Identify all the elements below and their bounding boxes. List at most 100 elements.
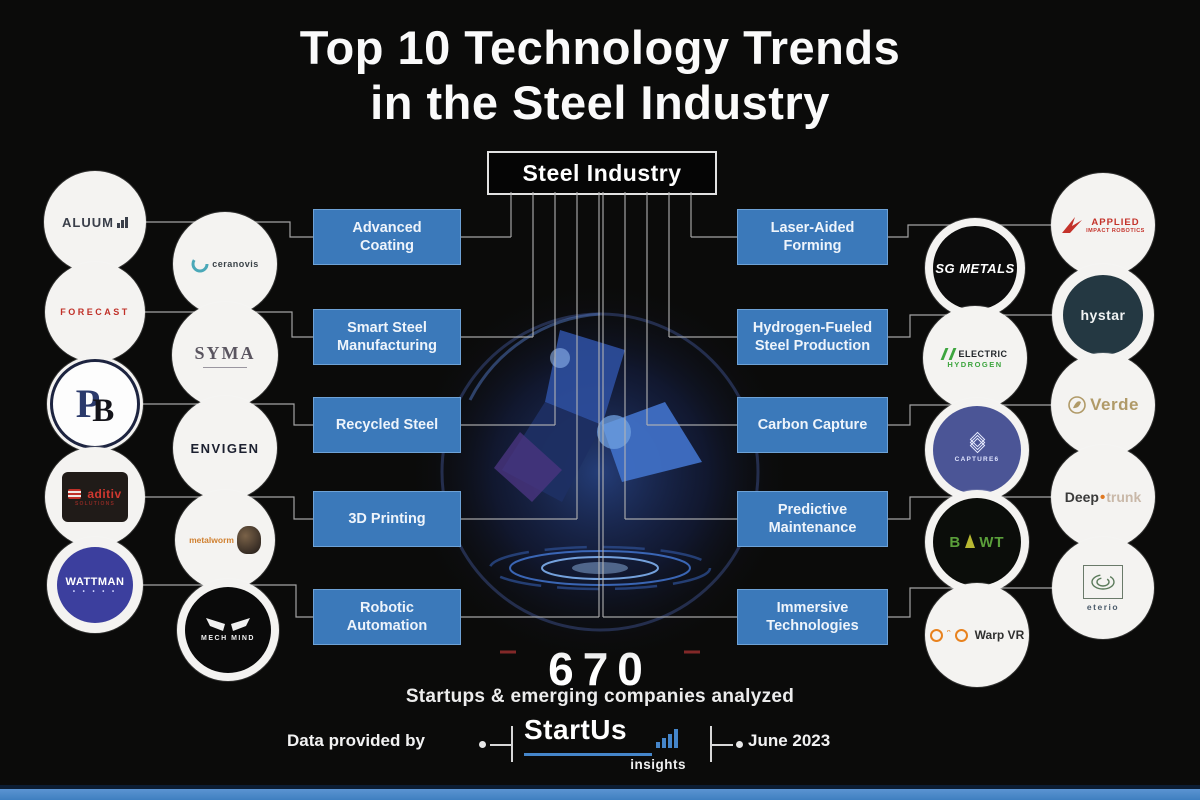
pb-ring: P B xyxy=(50,359,140,449)
trend-immersive-technologies: Immersive Technologies xyxy=(737,589,888,645)
logo-forecast: FORECAST xyxy=(45,262,145,362)
page-title-line2: in the Steel Industry xyxy=(370,76,830,129)
page-title-line1: Top 10 Technology Trends xyxy=(299,21,901,74)
applied-wordmark: APPLIED xyxy=(1091,216,1140,228)
vr-glasses-bridge: ᴖ xyxy=(946,628,951,636)
capture6-wordmark: CAPTURE6 xyxy=(954,455,1000,463)
logo-capture6: CAPTURE6 xyxy=(925,398,1029,502)
logo-aditiv: aditiv SOLUTIONS xyxy=(45,447,145,547)
wattman-disc: WATTMAN • • • • • xyxy=(57,547,133,623)
mech-mind-disc: MECH MIND xyxy=(185,587,271,673)
logo-deeptrunk: Deep • trunk xyxy=(1051,445,1155,549)
capture6-disc: CAPTURE6 xyxy=(933,406,1021,494)
bolt-icon xyxy=(940,347,948,360)
wattman-wordmark: WATTMAN xyxy=(65,575,125,588)
trend-recycled-steel: Recycled Steel xyxy=(313,397,461,453)
trend-predictive-maintenance: Predictive Maintenance xyxy=(737,491,888,547)
logo-syma: SYMA xyxy=(172,302,278,408)
logo-eterio: eterio xyxy=(1052,537,1154,639)
logo-applied: APPLIED IMPACT ROBOTICS xyxy=(1051,173,1155,277)
trend-label: Predictive Maintenance xyxy=(768,502,857,536)
deeptrunk-wordmark-dark: Deep xyxy=(1064,489,1099,505)
logo-verde: Verde xyxy=(1051,353,1155,457)
aditiv-wordmark: aditiv xyxy=(87,487,122,501)
logo-sg-metals: SG METALS xyxy=(925,218,1025,318)
bird-icon xyxy=(1062,217,1083,233)
startus-wordmark: StartUs xyxy=(524,714,628,745)
trend-label: 3D Printing xyxy=(348,511,426,527)
trend-label: Immersive Technologies xyxy=(766,600,859,634)
footer-edge-line xyxy=(0,785,1200,789)
vr-glasses-icon xyxy=(929,628,943,642)
swirl-icon xyxy=(191,255,209,273)
footer-dot-left xyxy=(479,741,486,748)
leaf-icon xyxy=(1068,396,1086,414)
logo-mech-mind: MECH MIND xyxy=(177,579,279,681)
page-title: Top 10 Technology Trends in the Steel In… xyxy=(0,20,1200,130)
aluum-wordmark: ALUUM xyxy=(62,214,114,230)
logo-wattman: WATTMAN • • • • • xyxy=(47,537,143,633)
eterio-wordmark: eterio xyxy=(1086,601,1120,612)
logo-aluum: ALUUM xyxy=(44,171,146,273)
startus-bars-icon xyxy=(656,728,678,748)
metalworm-wordmark: metalworm xyxy=(189,534,234,545)
hystar-disc: hystar xyxy=(1063,275,1143,355)
printed-part-icon xyxy=(236,526,261,554)
warp-vr-wordmark: Warp VR xyxy=(974,628,1025,642)
footer-line-left xyxy=(490,744,511,746)
forecast-wordmark: FORECAST xyxy=(60,307,130,317)
trend-smart-steel-manufacturing: Smart Steel Manufacturing xyxy=(313,309,461,365)
startus-insights-label: insights xyxy=(630,757,686,772)
trend-carbon-capture: Carbon Capture xyxy=(737,397,888,453)
trend-label: Carbon Capture xyxy=(757,417,868,433)
logo-metalworm: metalworm xyxy=(175,490,275,590)
layers-icon xyxy=(68,489,82,499)
bolt-icon xyxy=(948,347,956,360)
root-node-label: Steel Industry xyxy=(522,159,682,186)
trend-robotic-automation: Robotic Automation xyxy=(313,589,461,645)
logo-pb: P B xyxy=(47,356,143,452)
trend-label: Recycled Steel xyxy=(335,417,439,433)
root-node-steel-industry: Steel Industry xyxy=(487,151,717,195)
bar-chart-icon xyxy=(116,216,128,228)
tree-icon xyxy=(965,534,976,548)
bwt-disc: B WT xyxy=(933,498,1021,586)
trend-label: Hydrogen-Fueled Steel Production xyxy=(752,320,873,354)
sg-metals-disc: SG METALS xyxy=(933,226,1017,310)
footer-dot-right xyxy=(736,741,743,748)
trend-3d-printing: 3D Printing xyxy=(313,491,461,547)
trend-label: Robotic Automation xyxy=(346,600,428,634)
logo-envigen: ENVIGEN xyxy=(173,396,277,500)
footer-divider-right xyxy=(710,726,712,762)
hydrogen-wordmark: HYDROGEN xyxy=(947,359,1003,369)
trend-advanced-coating: Advanced Coating xyxy=(313,209,461,265)
bwt-letter-b: B xyxy=(949,533,962,551)
bwt-letters-wt: WT xyxy=(979,533,1005,551)
footer-date: June 2023 xyxy=(748,731,831,750)
trend-hydrogen-fueled-steel-production: Hydrogen-Fueled Steel Production xyxy=(737,309,888,365)
trend-label: Smart Steel Manufacturing xyxy=(337,320,437,354)
applied-subtext: IMPACT ROBOTICS xyxy=(1086,227,1145,234)
spiral-frame-icon xyxy=(1083,564,1123,599)
logo-ceranovis: ceranovis xyxy=(173,212,277,316)
wings-icon xyxy=(206,618,250,631)
syma-wordmark: SYMA xyxy=(194,342,256,363)
aditiv-subtext: SOLUTIONS xyxy=(75,501,115,507)
trend-laser-aided-forming: Laser-Aided Forming xyxy=(737,209,888,265)
envigen-wordmark: ENVIGEN xyxy=(190,440,260,456)
sg-metals-wordmark: SG METALS xyxy=(935,260,1015,276)
syma-rule xyxy=(203,366,247,368)
aditiv-plate: aditiv SOLUTIONS xyxy=(62,472,128,522)
hystar-wordmark: hystar xyxy=(1080,307,1126,323)
footer-divider-left xyxy=(511,726,513,762)
footer-line-right xyxy=(712,744,733,746)
trend-label: Laser-Aided Forming xyxy=(770,220,855,254)
trend-label: Advanced Coating xyxy=(352,220,422,254)
pb-letter-b: B xyxy=(92,393,115,429)
electric-wordmark: ELECTRIC xyxy=(958,348,1008,359)
robot-arm-illustration xyxy=(405,277,795,667)
logo-hystar: hystar xyxy=(1052,264,1154,366)
pb-letter-p: P xyxy=(75,381,101,426)
